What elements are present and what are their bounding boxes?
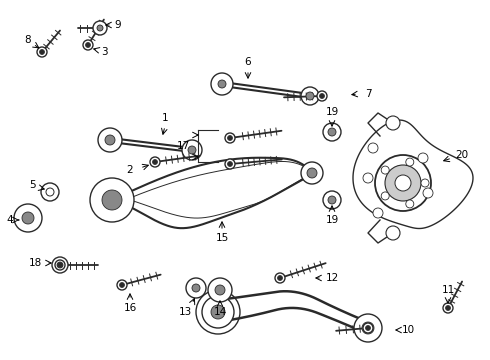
Circle shape: [208, 278, 232, 302]
Circle shape: [354, 314, 382, 342]
Circle shape: [227, 135, 232, 140]
Circle shape: [323, 191, 341, 209]
Text: 14: 14: [213, 307, 227, 317]
Circle shape: [102, 190, 122, 210]
Text: 11: 11: [441, 285, 455, 295]
Text: 15: 15: [216, 233, 229, 243]
Polygon shape: [353, 120, 473, 229]
Circle shape: [215, 285, 225, 295]
Circle shape: [386, 116, 400, 130]
Circle shape: [227, 162, 232, 166]
Text: 4: 4: [7, 215, 13, 225]
Circle shape: [421, 179, 429, 187]
Text: 10: 10: [401, 325, 415, 335]
Circle shape: [120, 283, 124, 288]
Circle shape: [117, 280, 127, 290]
Circle shape: [85, 42, 91, 48]
Circle shape: [323, 123, 341, 141]
Circle shape: [95, 23, 105, 33]
Circle shape: [375, 155, 431, 211]
Circle shape: [363, 323, 373, 333]
Circle shape: [211, 305, 225, 319]
Circle shape: [196, 290, 240, 334]
Circle shape: [182, 140, 202, 160]
Circle shape: [275, 273, 285, 283]
Text: 6: 6: [245, 57, 251, 67]
Circle shape: [188, 146, 196, 154]
Text: 9: 9: [115, 20, 122, 30]
Circle shape: [362, 322, 374, 334]
Circle shape: [90, 178, 134, 222]
Circle shape: [105, 135, 115, 145]
Circle shape: [301, 87, 319, 105]
Text: 3: 3: [100, 47, 107, 57]
Text: 17: 17: [176, 141, 190, 151]
Circle shape: [373, 208, 383, 218]
Circle shape: [152, 159, 157, 165]
Circle shape: [57, 262, 63, 268]
Circle shape: [57, 262, 63, 267]
Circle shape: [46, 188, 54, 196]
Circle shape: [52, 257, 68, 273]
Circle shape: [317, 91, 327, 101]
Circle shape: [98, 26, 102, 31]
Text: 1: 1: [162, 113, 168, 123]
Circle shape: [225, 133, 235, 143]
Circle shape: [41, 183, 59, 201]
Circle shape: [192, 284, 200, 292]
Text: 20: 20: [455, 150, 468, 160]
Circle shape: [395, 175, 411, 191]
Circle shape: [406, 200, 414, 208]
Circle shape: [307, 168, 317, 178]
Circle shape: [225, 159, 235, 169]
Circle shape: [40, 50, 45, 54]
Circle shape: [385, 165, 421, 201]
Circle shape: [406, 158, 414, 166]
Circle shape: [381, 166, 389, 174]
Circle shape: [423, 188, 433, 198]
Circle shape: [150, 157, 160, 167]
Circle shape: [301, 162, 323, 184]
Circle shape: [83, 40, 93, 50]
Text: 18: 18: [28, 258, 42, 268]
Circle shape: [418, 153, 428, 163]
Text: 16: 16: [123, 303, 137, 313]
Text: 2: 2: [127, 165, 133, 175]
Circle shape: [186, 278, 206, 298]
Circle shape: [14, 204, 42, 232]
Text: 7: 7: [365, 89, 371, 99]
Circle shape: [363, 173, 373, 183]
Circle shape: [445, 306, 450, 310]
Text: 19: 19: [325, 107, 339, 117]
Text: 13: 13: [178, 307, 192, 317]
Circle shape: [211, 73, 233, 95]
Circle shape: [319, 94, 324, 99]
Circle shape: [55, 260, 65, 270]
Text: 5: 5: [29, 180, 35, 190]
Circle shape: [328, 196, 336, 204]
Circle shape: [98, 128, 122, 152]
Text: 19: 19: [325, 215, 339, 225]
Circle shape: [37, 47, 47, 57]
Circle shape: [22, 212, 34, 224]
Circle shape: [381, 192, 389, 200]
Text: 12: 12: [325, 273, 339, 283]
Circle shape: [386, 226, 400, 240]
Circle shape: [368, 143, 378, 153]
Circle shape: [328, 128, 336, 136]
Circle shape: [202, 296, 234, 328]
Circle shape: [93, 21, 107, 35]
Circle shape: [306, 92, 314, 100]
Circle shape: [443, 303, 453, 313]
Circle shape: [277, 275, 283, 280]
Circle shape: [366, 325, 370, 330]
Text: 8: 8: [24, 35, 31, 45]
Circle shape: [97, 25, 103, 31]
Circle shape: [218, 80, 226, 88]
